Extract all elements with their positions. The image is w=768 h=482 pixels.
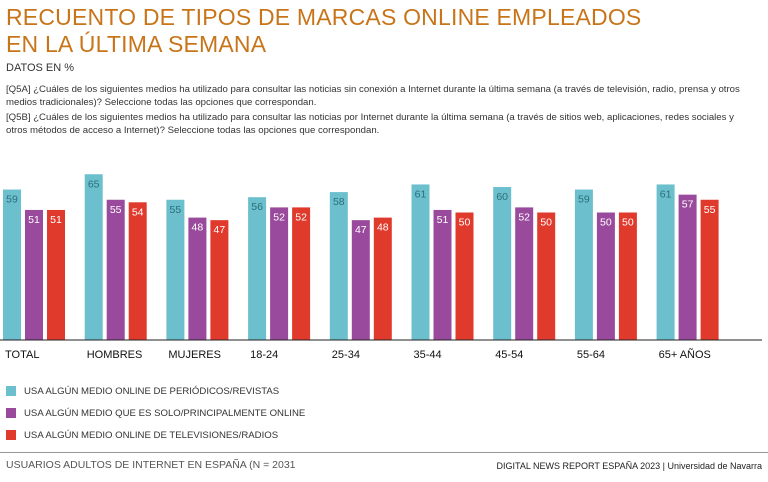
bar-65-a-os-tv-radio (700, 199, 719, 340)
bar-total-periodicos (3, 189, 21, 340)
bar-45-54-tv-radio (537, 212, 556, 340)
data-label-25-34-periodicos: 58 (333, 196, 345, 208)
bar-25-34-periodicos (329, 192, 348, 340)
data-label-25-34-solo-online: 47 (355, 224, 367, 236)
data-label-25-34-tv-radio: 48 (377, 222, 389, 234)
bar-25-34-solo-online (351, 220, 370, 340)
data-label-45-54-tv-radio: 50 (540, 217, 552, 229)
bar-18-24-solo-online (270, 207, 289, 340)
chart-title: RECUENTO DE TIPOS DE MARCAS ONLINE EMPLE… (6, 4, 746, 58)
bar-55-64-tv-radio (618, 212, 637, 340)
data-label-55-64-tv-radio: 50 (622, 217, 634, 229)
bar-55-64-periodicos (574, 189, 593, 340)
bar-hombres-solo-online (106, 199, 125, 340)
bar-45-54-solo-online (515, 207, 534, 340)
bar-mujeres-tv-radio (210, 220, 229, 340)
data-label-hombres-tv-radio: 54 (132, 206, 144, 218)
legend-swatch-solo-online (6, 408, 16, 418)
data-label-total-tv-radio: 51 (50, 214, 62, 226)
legend-label-periodicos: USA ALGÚN MEDIO ONLINE DE PERIÓDICOS/REV… (24, 385, 280, 397)
bar-mujeres-periodicos (166, 199, 185, 340)
x-tick-mujeres: MUJERES (168, 349, 221, 361)
legend-item-solo-online: USA ALGÚN MEDIO QUE ES SOLO/PRINCIPALMEN… (6, 402, 305, 424)
bar-65-a-os-periodicos (656, 184, 675, 340)
data-label-total-periodicos: 59 (6, 194, 18, 206)
data-label-45-54-solo-online: 52 (518, 211, 530, 223)
data-label-hombres-solo-online: 55 (110, 204, 122, 216)
data-label-35-44-tv-radio: 50 (459, 217, 471, 229)
x-tick-45-54: 45-54 (495, 349, 523, 361)
data-label-mujeres-solo-online: 48 (192, 222, 204, 234)
bar-18-24-periodicos (248, 197, 267, 340)
legend-label-tv-radio: USA ALGÚN MEDIO ONLINE DE TELEVISIONES/R… (24, 429, 279, 441)
data-label-55-64-solo-online: 50 (600, 217, 612, 229)
legend-swatch-tv-radio (6, 430, 16, 440)
data-label-35-44-periodicos: 61 (415, 188, 427, 200)
x-tick-18-24: 18-24 (250, 349, 278, 361)
data-label-hombres-periodicos: 65 (88, 178, 100, 190)
bar-25-34-tv-radio (373, 217, 392, 340)
title-line-1: RECUENTO DE TIPOS DE MARCAS ONLINE EMPLE… (6, 4, 642, 30)
data-label-18-24-periodicos: 56 (251, 201, 263, 213)
bar-35-44-tv-radio (455, 212, 474, 340)
x-tick-total: TOTAL (5, 349, 39, 361)
legend-label-solo-online: USA ALGÚN MEDIO QUE ES SOLO/PRINCIPALMEN… (24, 407, 306, 419)
data-label-65-a-os-periodicos: 61 (660, 188, 672, 200)
bar-35-44-periodicos (411, 184, 430, 340)
x-tick-hombres: HOMBRES (87, 349, 143, 361)
data-label-55-64-periodicos: 59 (578, 194, 590, 206)
bar-65-a-os-solo-online (678, 194, 697, 340)
data-label-total-solo-online: 51 (28, 214, 40, 226)
bar-35-44-solo-online (433, 209, 452, 340)
bar-18-24-tv-radio (292, 207, 311, 340)
chart-subtitle: DATOS EN % (6, 62, 75, 74)
question-q5a: [Q5A] ¿Cuáles de los siguientes medios h… (6, 84, 740, 108)
data-label-35-44-solo-online: 51 (437, 214, 449, 226)
question-q5b: [Q5B] ¿Cuáles de los siguientes medios h… (6, 112, 734, 136)
data-label-18-24-tv-radio: 52 (295, 211, 307, 223)
data-label-18-24-solo-online: 52 (273, 211, 285, 223)
footer-divider (0, 452, 768, 453)
data-label-45-54-periodicos: 60 (496, 191, 508, 203)
bar-hombres-tv-radio (128, 202, 147, 340)
x-tick-25-34: 25-34 (332, 349, 360, 361)
bar-chart: 59 51 51 65 55 54 55 48 47 56 52 52 58 47 48 61 51 50 60 52… (0, 174, 762, 361)
bar-total-tv-radio (47, 209, 65, 340)
bar-total-solo-online (25, 209, 43, 340)
bar-mujeres-solo-online (188, 217, 207, 340)
bar-45-54-periodicos (493, 187, 512, 340)
x-tick-55-64: 55-64 (577, 349, 605, 361)
x-tick-35-44: 35-44 (414, 349, 442, 361)
footer-sample-note: USUARIOS ADULTOS DE INTERNET EN ESPAÑA (… (6, 459, 296, 471)
data-label-65-a-os-tv-radio: 55 (704, 204, 716, 216)
legend-item-periodicos: USA ALGÚN MEDIO ONLINE DE PERIÓDICOS/REV… (6, 380, 305, 402)
bars-group: 59 51 51 65 55 54 55 48 47 56 52 52 58 47 48 61 51 50 60 52… (3, 174, 719, 340)
bar-hombres-periodicos (84, 174, 103, 340)
legend-swatch-periodicos (6, 386, 16, 396)
x-tick-65-a-os: 65+ AÑOS (659, 348, 711, 361)
legend-item-tv-radio: USA ALGÚN MEDIO ONLINE DE TELEVISIONES/R… (6, 424, 305, 446)
x-tick-labels: TOTAL HOMBRES MUJERES 18-24 25-34 35-44 45-54 5… (5, 348, 711, 361)
legend: USA ALGÚN MEDIO ONLINE DE PERIÓDICOS/REV… (6, 380, 305, 446)
data-label-mujeres-tv-radio: 47 (214, 224, 226, 236)
data-label-65-a-os-solo-online: 57 (682, 199, 694, 211)
data-label-mujeres-periodicos: 55 (170, 204, 182, 216)
footer-source: DIGITAL NEWS REPORT ESPAÑA 2023 | Univer… (496, 461, 762, 471)
title-line-2: EN LA ÚLTIMA SEMANA (6, 31, 267, 57)
bar-55-64-solo-online (596, 212, 615, 340)
